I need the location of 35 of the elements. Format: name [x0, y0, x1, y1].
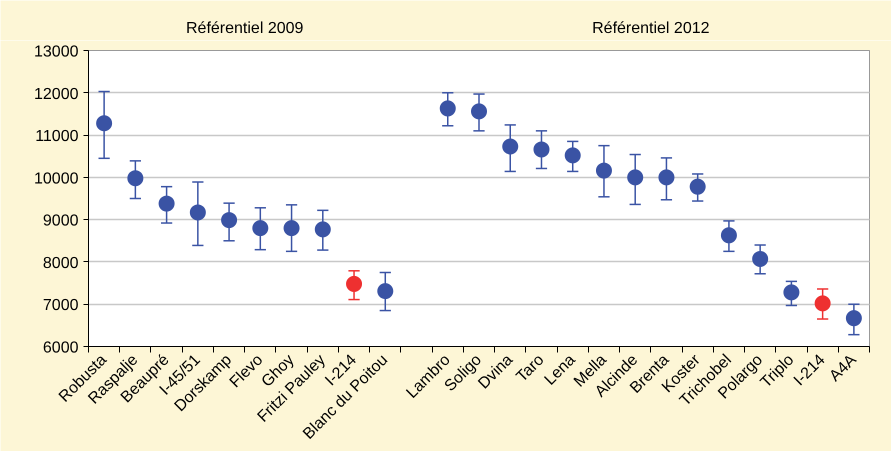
- point: [627, 169, 644, 186]
- point: [471, 103, 487, 120]
- point: [502, 138, 518, 154]
- point: [158, 196, 175, 212]
- y-tick-label: 13000: [34, 44, 79, 60]
- point: [190, 204, 206, 220]
- point: [596, 162, 612, 179]
- point: [564, 147, 581, 164]
- y-tick-label: 12000: [34, 86, 79, 103]
- point: [221, 212, 238, 228]
- x-tick-label: A4A: [826, 351, 860, 385]
- point: [346, 276, 362, 292]
- y-tick-label: 11000: [35, 128, 79, 146]
- point: [252, 220, 268, 236]
- point: [284, 220, 300, 236]
- point: [127, 170, 144, 186]
- point: [533, 141, 550, 158]
- point: [440, 100, 456, 116]
- y-tick-label: 7000: [42, 297, 79, 314]
- point: [752, 250, 768, 267]
- y-tick-label: 10000: [34, 170, 79, 188]
- point: [846, 310, 862, 326]
- y-tick-label: 6000: [42, 340, 79, 356]
- point: [783, 284, 800, 300]
- y-tick-label: 9000: [42, 212, 79, 230]
- text: Référentiel 2009: [186, 20, 304, 37]
- point: [377, 283, 394, 300]
- point: [96, 115, 112, 132]
- y-tick-label: 8000: [42, 254, 79, 272]
- text: Référentiel 2012: [592, 20, 710, 37]
- point: [314, 221, 331, 238]
- point: [814, 295, 831, 312]
- point: [690, 178, 706, 195]
- point: [658, 169, 674, 186]
- point: [720, 227, 737, 244]
